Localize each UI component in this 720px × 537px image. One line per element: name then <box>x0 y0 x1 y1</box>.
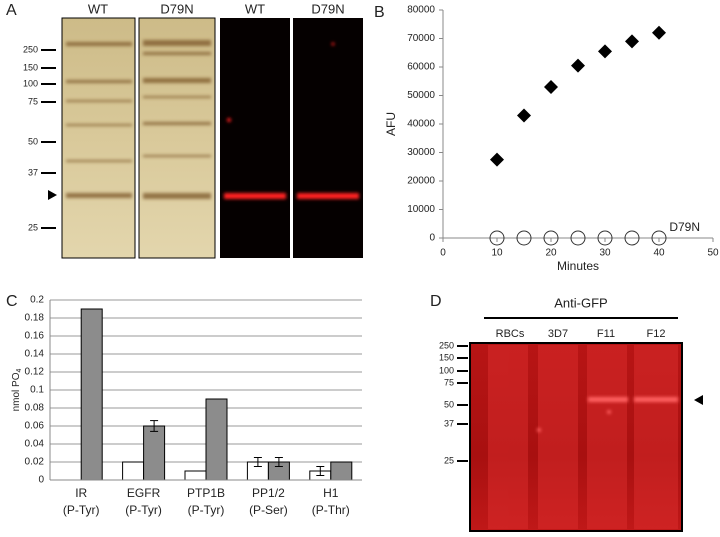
y-tick-label: 20000 <box>407 176 435 187</box>
lane-label: F12 <box>647 328 666 340</box>
blot-title: Anti-GFP <box>554 295 607 310</box>
point <box>651 230 667 246</box>
x-tick-label: PP1/2 <box>252 486 285 500</box>
size-marker: 100 <box>439 365 454 375</box>
size-marker: 150 <box>23 62 38 72</box>
y-tick-label: 0.08 <box>25 403 45 414</box>
x-tick-label: H1 <box>323 486 339 500</box>
size-marker: 75 <box>28 96 38 106</box>
size-marker: 37 <box>28 167 38 177</box>
size-marker: 50 <box>444 399 454 409</box>
point <box>625 34 639 49</box>
x-tick-label: 20 <box>545 248 557 259</box>
panel-label: B <box>374 4 385 21</box>
y-tick-label: 60000 <box>407 62 435 73</box>
point <box>624 230 640 246</box>
point <box>490 152 504 167</box>
y-tick-label: 10000 <box>407 204 435 215</box>
lane-label: WT <box>88 1 108 16</box>
lane-label: F11 <box>597 328 615 340</box>
error-bar <box>316 466 325 476</box>
point <box>489 230 505 246</box>
y-axis-label-text: nmol PO <box>11 372 22 411</box>
bar <box>80 308 103 481</box>
y-tick-label: 70000 <box>407 33 435 44</box>
x-axis-label: Minutes <box>557 259 599 273</box>
y-tick-label: 40000 <box>407 119 435 130</box>
y-tick-label: 50000 <box>407 90 435 101</box>
lane-label: WT <box>245 1 265 16</box>
point <box>570 230 586 246</box>
y-tick-label: 0 <box>38 475 44 486</box>
size-marker: 100 <box>23 78 38 88</box>
y-tick-label: 0.18 <box>25 313 45 324</box>
size-marker: 150 <box>439 352 454 362</box>
y-tick-label: 0.2 <box>30 295 44 306</box>
x-tick-label: (P-Tyr) <box>63 503 100 517</box>
bar <box>122 461 145 481</box>
panel-label: A <box>6 2 17 19</box>
x-tick-label: (P-Thr) <box>312 503 350 517</box>
point <box>516 230 532 246</box>
x-tick-label: (P-Ser) <box>249 503 288 517</box>
panel-label: C <box>6 293 18 310</box>
point <box>652 25 666 40</box>
gel-a <box>48 17 363 259</box>
y-axis-label-sub: 4 <box>16 369 23 373</box>
point <box>517 108 531 123</box>
y-tick-label: 0.16 <box>25 331 45 342</box>
bar <box>205 398 228 481</box>
point <box>543 230 559 246</box>
error-bar <box>253 457 262 467</box>
y-axis-label: AFU <box>384 112 398 136</box>
y-tick-label: 30000 <box>407 147 435 158</box>
x-tick-label: EGFR <box>127 486 161 500</box>
point <box>598 44 612 59</box>
size-marker: 50 <box>28 136 38 146</box>
gel-d <box>469 317 703 532</box>
point <box>544 79 558 94</box>
size-marker: 250 <box>23 44 38 54</box>
y-axis-label: nmol PO4 <box>11 369 24 412</box>
x-tick-label: PTP1B <box>187 486 225 500</box>
bar <box>330 461 353 481</box>
y-tick-label: 0.06 <box>25 421 45 432</box>
y-tick-label: 0.04 <box>25 439 45 450</box>
y-tick-label: 0.1 <box>30 385 44 396</box>
y-tick-label: 0.02 <box>25 457 45 468</box>
error-bar <box>274 457 283 467</box>
size-marker: 37 <box>444 418 454 428</box>
panel-label: D <box>430 293 442 310</box>
lane-label: D79N <box>311 1 344 16</box>
y-tick-label: 0.12 <box>25 367 45 378</box>
lane-label: D79N <box>160 1 193 16</box>
x-tick-label: 40 <box>653 248 665 259</box>
x-tick-label: 50 <box>707 248 719 259</box>
series-label: D79N <box>669 220 700 234</box>
y-tick-label: 0 <box>429 233 435 244</box>
size-marker: 75 <box>444 377 454 387</box>
x-tick-label: (P-Tyr) <box>125 503 162 517</box>
y-tick-label: 0.14 <box>25 349 45 360</box>
y-tick-label: 80000 <box>407 5 435 16</box>
x-tick-label: IR <box>75 486 87 500</box>
x-tick-label: (P-Tyr) <box>188 503 225 517</box>
x-tick-label: 10 <box>491 248 503 259</box>
x-tick-label: 0 <box>440 248 446 259</box>
error-bar <box>150 420 159 432</box>
point <box>571 58 585 73</box>
bar <box>143 425 166 481</box>
point <box>597 230 613 246</box>
x-tick-label: 30 <box>599 248 611 259</box>
size-marker: 25 <box>28 222 38 232</box>
size-marker: 250 <box>439 340 454 350</box>
lane-label: RBCs <box>496 328 525 340</box>
size-marker: 25 <box>444 455 454 465</box>
lane-label: 3D7 <box>548 328 568 340</box>
bar <box>184 470 207 481</box>
